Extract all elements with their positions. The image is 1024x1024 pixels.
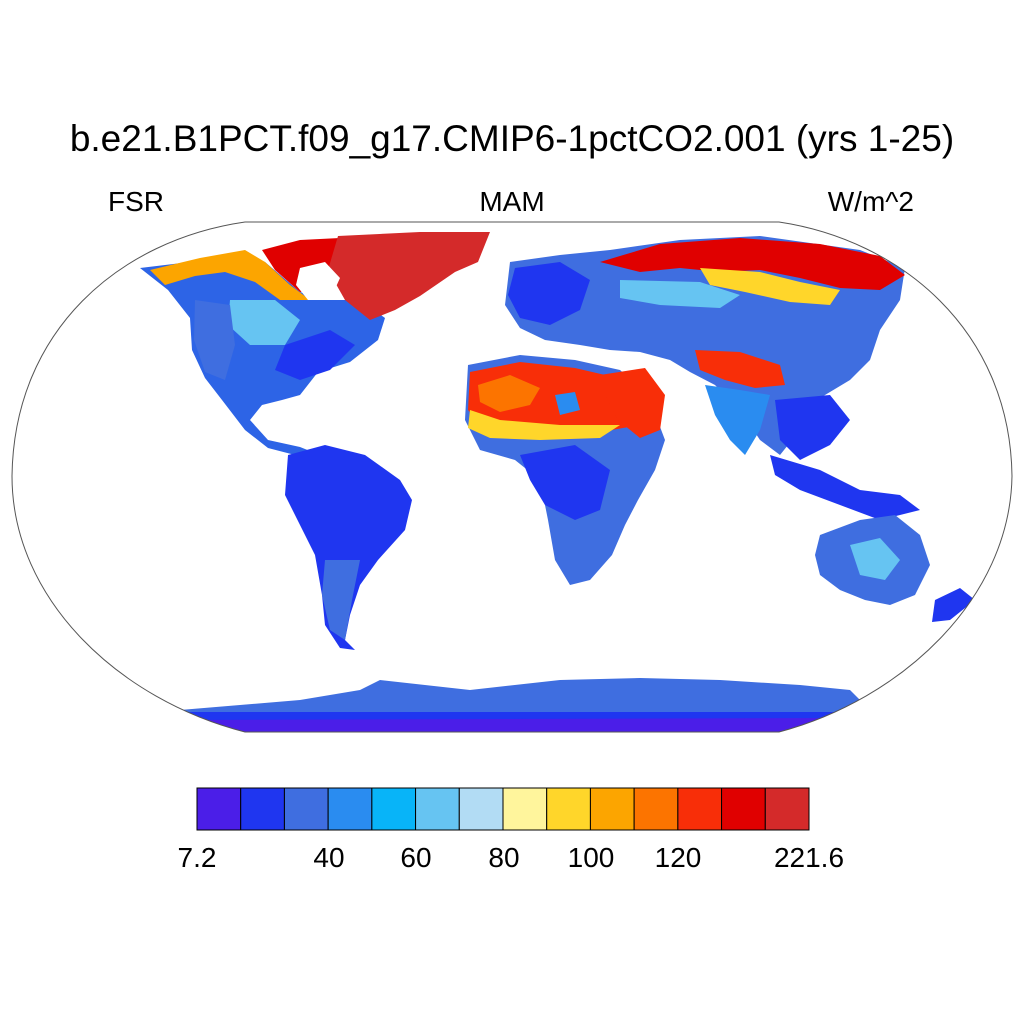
colorbar-bin bbox=[196, 787, 242, 831]
colorbar-tick-label: 80 bbox=[488, 842, 520, 873]
season-label: MAM bbox=[479, 186, 545, 217]
colorbar-bin bbox=[283, 787, 329, 831]
colorbar-bin bbox=[371, 787, 417, 831]
sa-south-light bbox=[322, 560, 360, 640]
colorbar-bin bbox=[721, 787, 766, 831]
sahara-blue-spot bbox=[555, 392, 580, 415]
units-label: W/m^2 bbox=[827, 186, 914, 217]
central-africa-deep bbox=[520, 445, 610, 520]
na-west bbox=[194, 300, 235, 380]
na-arctic-band bbox=[150, 250, 310, 300]
sahara-orange bbox=[478, 375, 540, 412]
colorbar-bin bbox=[589, 787, 635, 831]
australia-center-light bbox=[850, 538, 900, 580]
colorbar-bin bbox=[764, 787, 810, 831]
south-america-land bbox=[285, 445, 412, 650]
land-fields bbox=[140, 232, 975, 732]
india bbox=[705, 385, 770, 455]
variable-label: FSR bbox=[108, 186, 164, 217]
siberia-yellow bbox=[700, 268, 840, 305]
colorbar-bin bbox=[633, 787, 679, 831]
colorbar-bin bbox=[546, 787, 591, 831]
colorbar bbox=[196, 787, 810, 831]
colorbar-tick-label: 40 bbox=[313, 842, 345, 873]
antarctica-coast bbox=[180, 718, 860, 732]
colorbar-tick-label: 60 bbox=[400, 842, 432, 873]
plot-title: b.e21.B1PCT.f09_g17.CMIP6-1pctCO2.001 (y… bbox=[69, 118, 955, 159]
colorbar-bin bbox=[327, 787, 373, 831]
new-zealand bbox=[932, 588, 975, 622]
colorbar-bin bbox=[677, 787, 723, 831]
hudson-bay bbox=[296, 262, 340, 300]
tibet-red bbox=[695, 350, 785, 388]
sahara-yellow bbox=[468, 410, 620, 440]
colorbar-bin bbox=[415, 787, 460, 831]
colorbar-tick-label: 7.2 bbox=[177, 842, 217, 873]
colorbar-bin bbox=[502, 787, 548, 831]
colorbar-tick-label: 120 bbox=[654, 842, 702, 873]
se-asia-deep bbox=[775, 395, 850, 460]
na-east-deep bbox=[275, 330, 355, 380]
colorbar-bin bbox=[458, 787, 504, 831]
siberia-red bbox=[600, 238, 905, 290]
europe-deep bbox=[508, 262, 590, 325]
colorbar-tick-label: 221.6 bbox=[773, 842, 845, 873]
globe-outline bbox=[11, 221, 1013, 733]
indonesia bbox=[770, 455, 920, 520]
siberia-light bbox=[620, 280, 740, 308]
colorbar-tick-label: 100 bbox=[567, 842, 615, 873]
arabia-red bbox=[600, 368, 665, 438]
colorbar-bin bbox=[240, 787, 285, 831]
greenland-land bbox=[328, 232, 490, 320]
na-plains-light bbox=[228, 300, 300, 345]
